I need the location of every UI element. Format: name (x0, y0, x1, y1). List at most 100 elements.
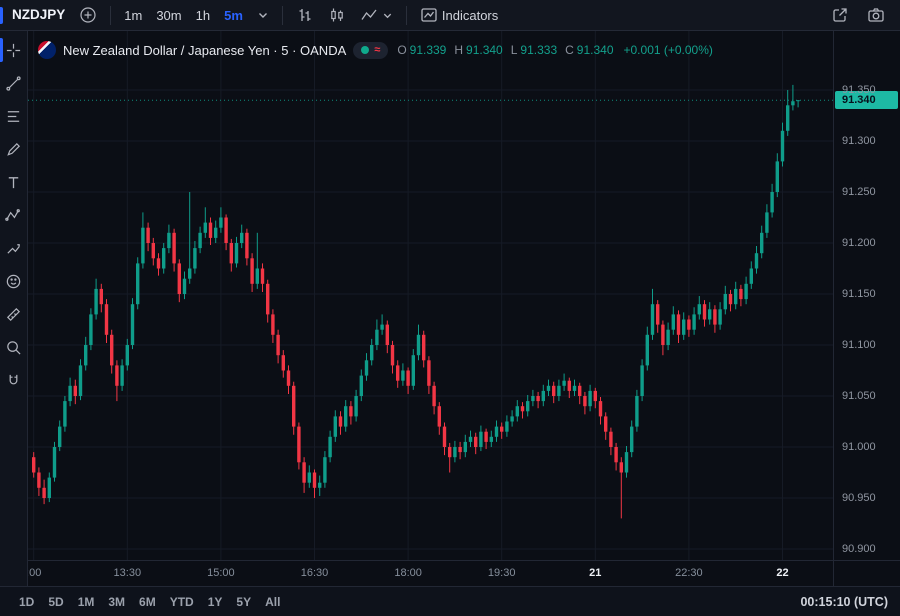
chevron-down-icon (257, 9, 269, 21)
active-indicator (0, 7, 3, 24)
brush-icon (5, 141, 22, 158)
range-all-button[interactable]: All (258, 591, 287, 613)
price-axis-label: 91.350 (842, 84, 876, 96)
interval-5m-button[interactable]: 5m (217, 5, 250, 26)
emoji-icon (5, 273, 22, 290)
market-status-icon (361, 46, 370, 54)
range-3m-button[interactable]: 3M (101, 591, 132, 613)
measure-tool-button[interactable] (2, 302, 26, 326)
low-value: 91.333 (520, 43, 558, 57)
price-axis-label: 91.300 (842, 135, 876, 147)
high-label: H (454, 43, 464, 57)
range-1y-button[interactable]: 1Y (201, 591, 230, 613)
axis-corner (833, 560, 900, 586)
time-axis-label: 19:30 (487, 567, 516, 579)
nz-flag-icon (38, 41, 56, 59)
camera-icon (867, 6, 885, 24)
price-axis[interactable]: 91.340 91.350 91.300 91.250 91.200 91.150 91.… (833, 31, 900, 560)
candlestick-chart[interactable] (28, 31, 833, 560)
interval-1m-button[interactable]: 1m (117, 5, 149, 26)
indicators-button[interactable]: Indicators (413, 2, 505, 28)
toolbar-divider (281, 5, 283, 25)
main-area: New Zealand Dollar / Japanese Yen · 5 · … (0, 31, 900, 586)
price-axis-label: 91.150 (842, 288, 876, 300)
ruler-icon (5, 306, 22, 323)
toolbar-divider (405, 5, 407, 25)
chart-type-button[interactable] (353, 2, 400, 28)
interval-menu-button[interactable] (250, 5, 276, 25)
forecast-icon (5, 240, 22, 257)
clock-utc[interactable]: 00:15:10 (UTC) (800, 594, 888, 609)
open-value: 91.339 (409, 43, 447, 57)
price-axis-label: 91.250 (842, 186, 876, 198)
crosshair-icon (5, 42, 22, 59)
range-1d-button[interactable]: 1D (12, 591, 41, 613)
forecast-tool-button[interactable] (2, 236, 26, 260)
time-axis-label: 22 (776, 567, 789, 579)
cursor-tool-button[interactable] (2, 38, 26, 62)
trend-line-tool-button[interactable] (2, 71, 26, 95)
indicators-label: Indicators (441, 7, 499, 23)
interval-30m-button[interactable]: 30m (149, 5, 188, 26)
chevron-down-icon (382, 10, 393, 21)
range-1m-button[interactable]: 1M (71, 591, 102, 613)
range-ytd-button[interactable]: YTD (163, 591, 201, 613)
fib-retracement-tool-button[interactable] (2, 104, 26, 128)
text-tool-button[interactable] (2, 170, 26, 194)
oanda-logo-icon: ≈ (374, 43, 381, 56)
time-axis[interactable]: :00 13:30 15:00 16:30 18:00 19:30 21 22:30 22 (28, 560, 833, 586)
time-axis-label: 15:00 (207, 567, 235, 579)
time-axis-label: 22:30 (675, 567, 703, 579)
plus-circle-icon (79, 6, 97, 24)
price-axis-label: 90.950 (842, 492, 876, 504)
candle-style-button[interactable] (321, 2, 353, 28)
share-button[interactable] (824, 2, 856, 28)
pattern-tool-button[interactable] (2, 203, 26, 227)
range-5y-button[interactable]: 5Y (229, 591, 258, 613)
magnet-tool-button[interactable] (2, 368, 26, 392)
zoom-tool-button[interactable] (2, 335, 26, 359)
change-value: +0.001 (+0.00%) (623, 43, 713, 57)
close-label: C (565, 43, 574, 57)
fib-retracement-icon (5, 108, 22, 125)
emoji-tool-button[interactable] (2, 269, 26, 293)
line-chart-icon (360, 6, 378, 24)
screenshot-button[interactable] (860, 2, 892, 28)
symbol-button[interactable]: NZDJPY (10, 4, 72, 26)
interval-1h-button[interactable]: 1h (189, 5, 217, 26)
time-axis-label: 18:00 (394, 567, 422, 579)
magnet-icon (5, 372, 22, 389)
active-tool-indicator (0, 38, 3, 62)
text-icon (5, 174, 22, 191)
high-value: 91.340 (466, 43, 503, 57)
current-price-tag: 91.340 (835, 91, 898, 110)
broker-pill[interactable]: ≈ (353, 41, 389, 59)
range-6m-button[interactable]: 6M (132, 591, 163, 613)
price-axis-label: 91.200 (842, 237, 876, 249)
candles-icon (328, 6, 346, 24)
close-value: 91.340 (576, 43, 614, 57)
xabcd-pattern-icon (5, 207, 22, 224)
price-axis-label: 91.050 (842, 390, 876, 402)
drawing-toolbar (0, 31, 28, 586)
price-axis-label: 90.900 (842, 543, 876, 555)
ohlc-bars-icon (296, 6, 314, 24)
time-axis-label: :00 (28, 567, 42, 579)
indicators-icon (420, 6, 438, 24)
time-axis-label: 16:30 (300, 567, 329, 579)
bar-style-button[interactable] (289, 2, 321, 28)
brush-tool-button[interactable] (2, 137, 26, 161)
symbol-legend: New Zealand Dollar / Japanese Yen · 5 · … (38, 41, 713, 59)
bottom-toolbar: 1D 5D 1M 3M 6M YTD 1Y 5Y All 00:15:10 (U… (0, 586, 900, 616)
price-axis-label: 91.100 (842, 339, 876, 351)
compare-add-button[interactable] (72, 2, 104, 28)
chart-pane: New Zealand Dollar / Japanese Yen · 5 · … (28, 31, 900, 586)
trend-line-icon (5, 75, 22, 92)
open-label: O (397, 43, 407, 57)
legend-title[interactable]: New Zealand Dollar / Japanese Yen · 5 · … (63, 42, 347, 58)
range-5d-button[interactable]: 5D (41, 591, 70, 613)
low-label: L (510, 43, 518, 57)
time-axis-label: 13:30 (113, 567, 142, 579)
time-axis-label: 21 (589, 567, 602, 579)
